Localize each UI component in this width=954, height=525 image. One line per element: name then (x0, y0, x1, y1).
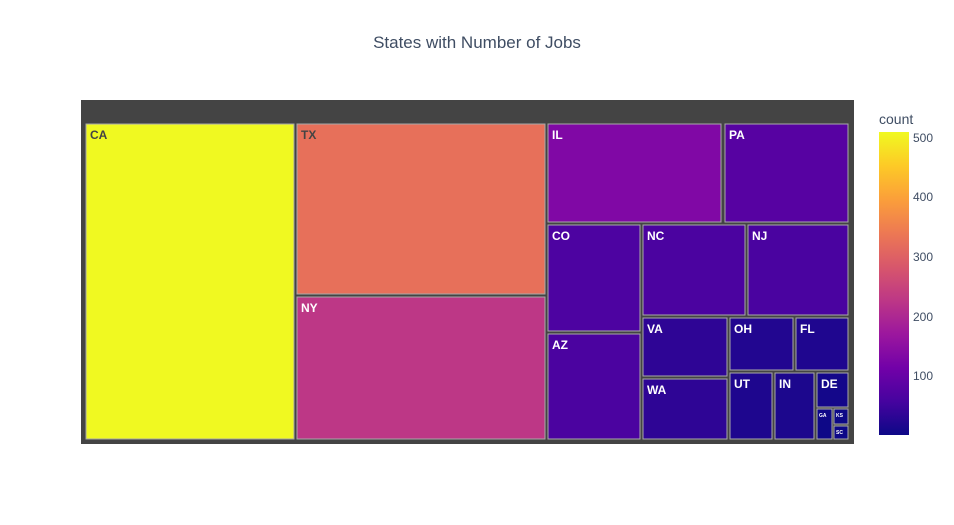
colorbar-tick-label: 300 (913, 250, 934, 264)
tile-rect-ga[interactable] (816, 408, 833, 440)
tile-label-co: CO (552, 229, 570, 243)
tile-label-ca: CA (90, 128, 108, 142)
tile-label-nc: NC (647, 229, 665, 243)
tile-rect-ut[interactable] (729, 372, 773, 440)
tile-label-ny: NY (301, 301, 318, 315)
tile-label-nj: NJ (752, 229, 767, 243)
tile-rect-pa[interactable] (724, 123, 849, 223)
tile-label-fl: FL (800, 322, 815, 336)
colorbar-tick-label: 200 (913, 309, 934, 324)
colorbar-tick-label: 500 (913, 130, 934, 145)
treemap-tile-az[interactable]: AZ (547, 333, 641, 440)
tile-label-sc: SC (836, 430, 843, 436)
treemap-tile-sc[interactable]: SC (833, 425, 849, 440)
treemap-tile-ut[interactable]: UT (729, 372, 773, 440)
colorbar-tick-label: 400 (913, 190, 934, 205)
treemap-tile-ca[interactable]: CA (85, 123, 295, 440)
tile-label-ks: KS (836, 413, 844, 419)
tile-rect-ny[interactable] (296, 296, 546, 440)
treemap-tile-ny[interactable]: NY (296, 296, 546, 440)
chart-title: States with Number of Jobs (373, 33, 581, 52)
treemap-tile-va[interactable]: VA (642, 317, 728, 377)
tile-rect-sc[interactable] (833, 425, 849, 440)
tile-label-wa: WA (647, 383, 667, 397)
tile-rect-il[interactable] (547, 123, 722, 223)
treemap-tile-pa[interactable]: PA (724, 123, 849, 223)
tile-label-ga: GA (819, 413, 827, 419)
treemap-tile-nc[interactable]: NC (642, 224, 746, 316)
tile-rect-ks[interactable] (833, 408, 849, 425)
tile-label-oh: OH (734, 322, 752, 336)
tile-rect-in[interactable] (774, 372, 815, 440)
tile-label-pa: PA (729, 128, 745, 142)
tile-label-tx: TX (301, 128, 316, 142)
tile-rect-oh[interactable] (729, 317, 794, 371)
tile-rect-tx[interactable] (296, 123, 546, 295)
treemap-tile-tx[interactable]: TX (296, 123, 546, 295)
tile-label-ut: UT (734, 377, 751, 391)
treemap-tile-il[interactable]: IL (547, 123, 722, 223)
tile-label-az: AZ (552, 338, 568, 352)
tile-rect-az[interactable] (547, 333, 641, 440)
treemap-tile-co[interactable]: CO (547, 224, 641, 332)
tile-label-de: DE (821, 377, 838, 391)
tile-label-in: IN (779, 377, 791, 391)
tile-rect-nj[interactable] (747, 224, 849, 316)
tile-rect-wa[interactable] (642, 378, 728, 440)
treemap-tile-de[interactable]: DE (816, 372, 849, 408)
treemap-tile-fl[interactable]: FL (795, 317, 849, 371)
colorbar-title: count (879, 111, 914, 127)
treemap-tile-wa[interactable]: WA (642, 378, 728, 440)
treemap-tile-ga[interactable]: GA (816, 408, 833, 440)
tile-rect-de[interactable] (816, 372, 849, 408)
tile-label-va: VA (647, 322, 663, 336)
tile-label-il: IL (552, 128, 563, 142)
treemap-tile-ks[interactable]: KS (833, 408, 849, 425)
colorbar (879, 132, 909, 435)
tile-rect-va[interactable] (642, 317, 728, 377)
treemap-tile-oh[interactable]: OH (729, 317, 794, 371)
tile-rect-fl[interactable] (795, 317, 849, 371)
treemap-tile-in[interactable]: IN (774, 372, 815, 440)
tile-rect-nc[interactable] (642, 224, 746, 316)
tile-rect-co[interactable] (547, 224, 641, 332)
colorbar-tick-label: 100 (913, 369, 934, 384)
treemap-tile-nj[interactable]: NJ (747, 224, 849, 316)
tile-rect-ca[interactable] (85, 123, 295, 440)
